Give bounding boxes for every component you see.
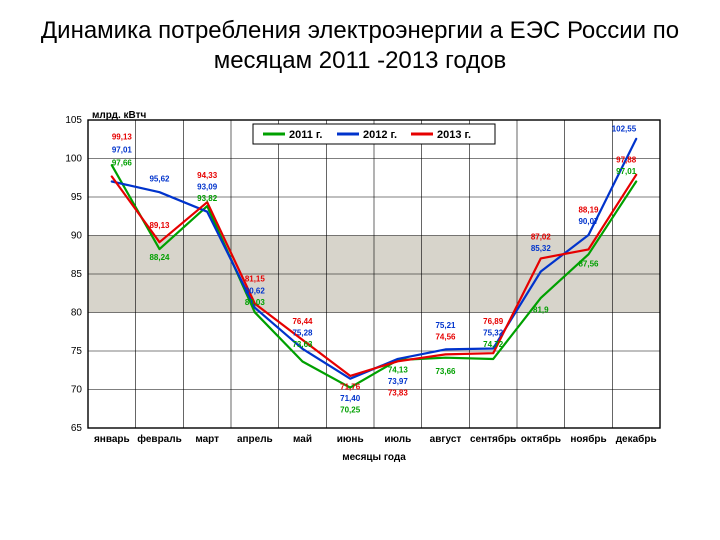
x-axis-label: месяцы года (342, 452, 406, 463)
point-label: 81,9 (533, 306, 549, 315)
line-chart: 65 70 75 80 85 90 95 100 105 январь февраль март апр… (40, 108, 680, 488)
point-label: 80,62 (245, 286, 266, 295)
point-label: 75,32 (483, 329, 504, 338)
point-label: 85,32 (531, 244, 552, 253)
point-label: 73,63 (292, 340, 313, 349)
point-label: 102,55 (612, 125, 637, 134)
point-label: 97,01 (616, 167, 637, 176)
x-tick-label: октябрь (521, 433, 561, 445)
point-label: 88,19 (578, 205, 599, 214)
x-tick-label: февраль (137, 433, 182, 445)
point-label: 80,03 (245, 298, 266, 307)
point-label: 73,66 (435, 367, 456, 376)
legend-label: 2011 г. (289, 129, 322, 141)
legend-label: 2012 г. (363, 129, 397, 141)
y-tick-label: 80 (71, 308, 83, 319)
x-tick-label: март (195, 434, 219, 445)
point-label: 74,72 (483, 340, 504, 349)
point-label: 75,21 (435, 321, 456, 330)
point-label: 74,56 (435, 332, 456, 341)
point-label: 97,01 (112, 145, 133, 154)
x-tick-label: август (430, 434, 462, 445)
y-axis-label: млрд. кВтч (92, 110, 147, 121)
point-label: 95,62 (149, 175, 170, 184)
point-label: 81,15 (245, 275, 266, 284)
y-tick-label: 70 (71, 385, 83, 396)
y-tick-label: 65 (71, 423, 83, 434)
chart-svg: 65 70 75 80 85 90 95 100 105 январь февраль март апр… (40, 108, 680, 488)
point-label: 87,56 (578, 259, 599, 268)
point-label: 93,09 (197, 182, 218, 191)
point-label: 90,07 (578, 217, 599, 226)
x-tick-label: июль (384, 434, 411, 445)
x-tick-label: апрель (237, 434, 273, 445)
point-label: 70,25 (340, 406, 361, 415)
x-tick-label: сентябрь (470, 433, 516, 445)
point-label: 97,66 (112, 158, 133, 167)
point-label: 94,33 (197, 171, 218, 180)
y-tick-label: 105 (65, 115, 82, 126)
point-label: 71,40 (340, 394, 361, 403)
point-label: 89,13 (149, 221, 170, 230)
x-tick-label: ноябрь (570, 433, 606, 445)
point-label: 74,13 (388, 366, 409, 375)
point-label: 97,88 (616, 155, 637, 164)
x-tick-label: май (293, 434, 312, 445)
y-tick-label: 85 (71, 269, 83, 280)
y-tick-label: 90 (71, 231, 83, 242)
point-label: 71,76 (340, 383, 361, 392)
x-tick-label: декабрь (616, 433, 657, 445)
point-label: 73,97 (388, 377, 409, 386)
legend-label: 2013 г. (437, 129, 471, 141)
point-label: 73,83 (388, 389, 409, 398)
point-label: 93,82 (197, 194, 218, 203)
page-title: Динамика потребления электроэнергии а ЕЭ… (40, 16, 680, 76)
point-label: 88,24 (149, 253, 170, 262)
point-label: 75,28 (292, 329, 313, 338)
y-tick-label: 100 (65, 154, 82, 165)
point-label: 99,13 (112, 132, 133, 141)
y-tick-label: 95 (71, 192, 83, 203)
x-tick-label: январь (94, 434, 130, 445)
point-label: 76,89 (483, 317, 504, 326)
point-label: 87,02 (531, 232, 552, 241)
x-tick-label: июнь (337, 434, 364, 445)
point-label: 76,44 (292, 317, 313, 326)
y-tick-label: 75 (71, 346, 83, 357)
